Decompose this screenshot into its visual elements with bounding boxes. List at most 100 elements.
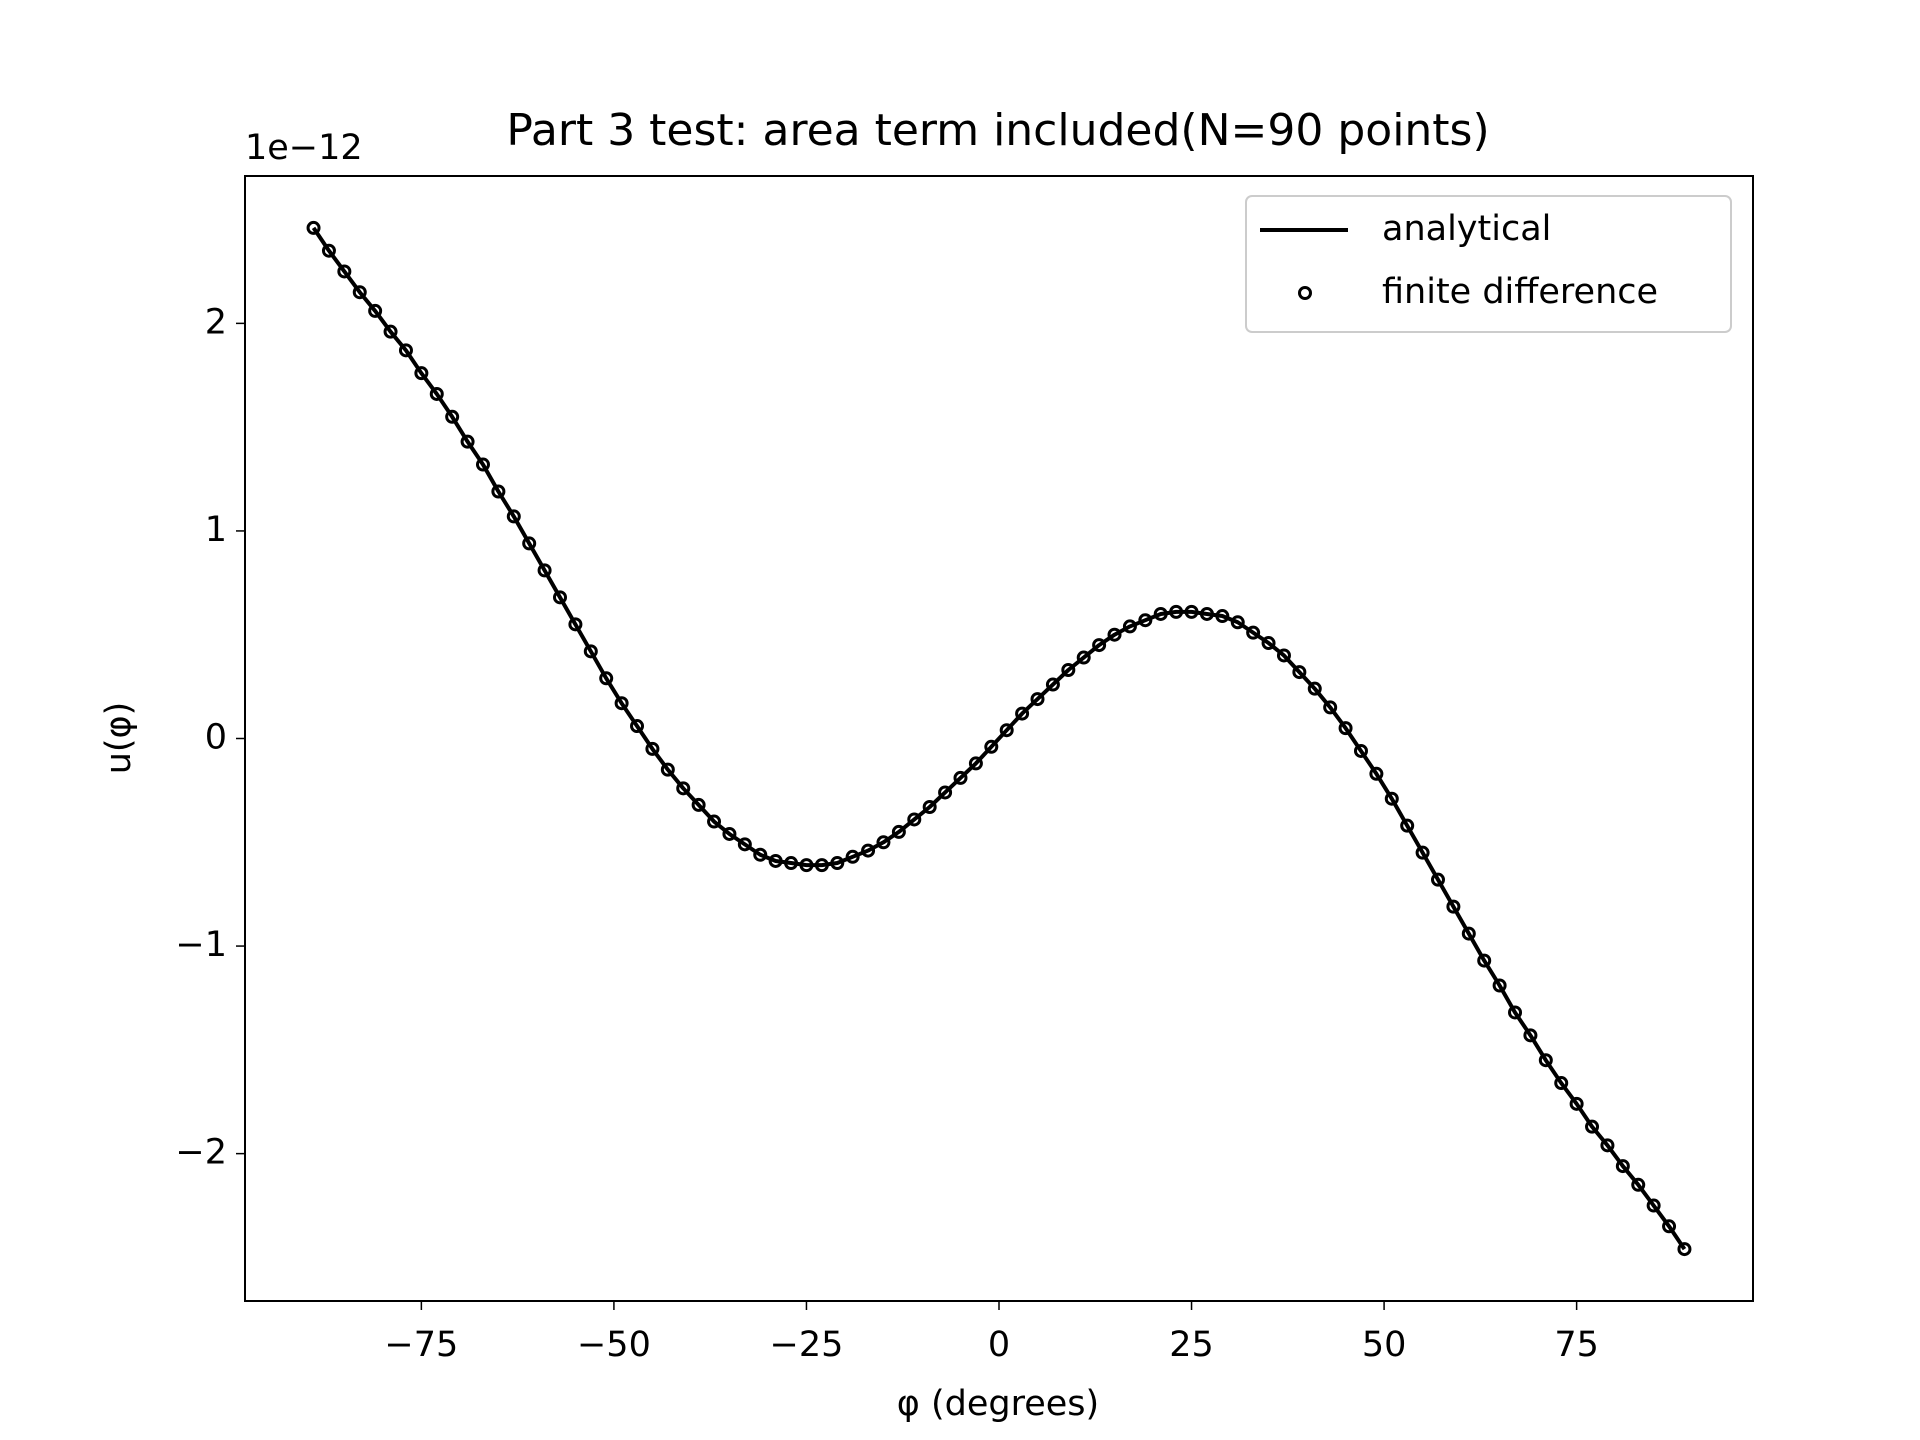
data-point: [660, 762, 675, 777]
data-point: [1585, 1119, 1600, 1134]
data-point: [1569, 1096, 1584, 1111]
data-point: [537, 563, 552, 578]
data-point: [1076, 650, 1091, 665]
legend-marker: [1298, 286, 1312, 300]
data-point: [1400, 818, 1415, 833]
data-point: [984, 739, 999, 754]
data-point: [1199, 606, 1214, 621]
data-point: [876, 835, 891, 850]
data-point: [337, 264, 352, 279]
data-point: [753, 847, 768, 862]
data-point: [814, 858, 829, 873]
y-tick-label: 1: [205, 510, 227, 550]
data-point: [1153, 606, 1168, 621]
y-offset-label: 1e−12: [245, 128, 363, 168]
data-point: [1554, 1076, 1569, 1091]
data-point: [891, 824, 906, 839]
data-point: [1276, 648, 1291, 663]
data-point: [306, 220, 321, 235]
data-point: [1338, 721, 1353, 736]
data-point: [1492, 978, 1507, 993]
data-point: [321, 243, 336, 258]
data-point: [1307, 681, 1322, 696]
data-point: [1477, 953, 1492, 968]
data-point: [368, 303, 383, 318]
legend-label: finite difference: [1382, 272, 1658, 312]
x-tick-label: 50: [1362, 1325, 1407, 1365]
data-point: [1662, 1219, 1677, 1234]
data-point: [630, 719, 645, 734]
data-point: [645, 741, 660, 756]
legend-label: analytical: [1382, 209, 1551, 249]
data-point: [352, 285, 367, 300]
data-point: [799, 858, 814, 873]
data-point: [1015, 706, 1030, 721]
data-point: [938, 785, 953, 800]
data-point: [414, 366, 429, 381]
data-point: [614, 696, 629, 711]
data-point: [1215, 609, 1230, 624]
y-tick-label: 0: [205, 718, 227, 758]
data-point: [1169, 604, 1184, 619]
data-point: [676, 781, 691, 796]
data-point: [506, 509, 521, 524]
data-point: [999, 723, 1014, 738]
data-point: [568, 617, 583, 632]
data-point: [429, 386, 444, 401]
data-point: [1600, 1138, 1615, 1153]
data-point: [522, 536, 537, 551]
data-point: [907, 812, 922, 827]
data-point: [460, 434, 475, 449]
data-point: [383, 324, 398, 339]
data-point: [707, 814, 722, 829]
data-point: [1461, 926, 1476, 941]
data-point: [475, 457, 490, 472]
data-point: [1523, 1028, 1538, 1043]
data-point: [968, 756, 983, 771]
data-point: [1107, 627, 1122, 642]
x-tick-label: 75: [1554, 1325, 1599, 1365]
data-point: [599, 671, 614, 686]
data-point: [1246, 625, 1261, 640]
data-point: [491, 484, 506, 499]
data-point: [1323, 700, 1338, 715]
data-point: [398, 343, 413, 358]
data-point: [1384, 791, 1399, 806]
data-point: [737, 837, 752, 852]
data-point: [953, 770, 968, 785]
y-tick-label: 2: [205, 302, 227, 342]
data-point: [768, 853, 783, 868]
data-point: [445, 409, 460, 424]
chart-title: Part 3 test: area term included(N=90 poi…: [506, 105, 1489, 156]
data-point: [1292, 665, 1307, 680]
x-tick-label: 25: [1169, 1325, 1214, 1365]
plot-frame: [244, 175, 1754, 1302]
data-point: [1030, 692, 1045, 707]
data-point: [830, 856, 845, 871]
data-point: [922, 799, 937, 814]
data-point: [1092, 638, 1107, 653]
x-tick-label: −75: [384, 1325, 458, 1365]
data-point: [1646, 1198, 1661, 1213]
data-point: [1353, 743, 1368, 758]
data-point: [1045, 677, 1060, 692]
y-tick-label: −2: [175, 1133, 227, 1173]
data-point: [1508, 1005, 1523, 1020]
data-point: [1138, 613, 1153, 628]
data-point: [1184, 604, 1199, 619]
x-tick-label: −50: [577, 1325, 651, 1365]
data-point: [1369, 766, 1384, 781]
x-tick-label: 0: [988, 1325, 1010, 1365]
data-point: [1538, 1053, 1553, 1068]
data-point: [1615, 1159, 1630, 1174]
data-point: [691, 797, 706, 812]
legend-box: [1245, 195, 1732, 333]
data-point: [1230, 615, 1245, 630]
y-tick-label: −1: [175, 925, 227, 965]
x-tick-label: −25: [770, 1325, 844, 1365]
data-point: [1631, 1177, 1646, 1192]
data-point: [861, 843, 876, 858]
data-point: [1122, 619, 1137, 634]
